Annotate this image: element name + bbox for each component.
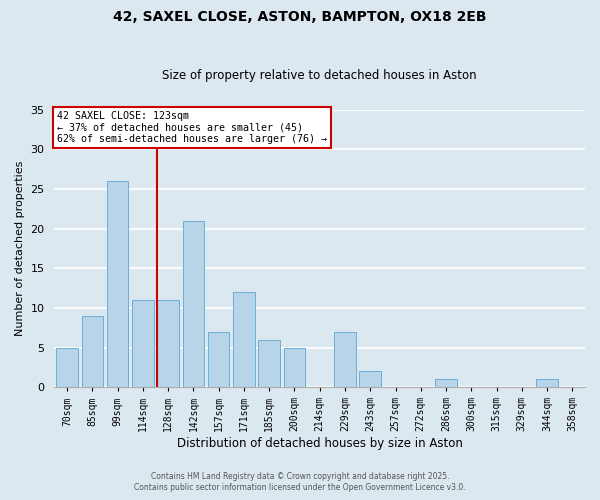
Bar [82, 316, 103, 387]
Bar [284, 348, 305, 387]
Bar [359, 372, 381, 387]
Bar [56, 348, 78, 387]
Bar [132, 300, 154, 387]
Bar [334, 332, 356, 387]
Bar [157, 300, 179, 387]
X-axis label: Distribution of detached houses by size in Aston: Distribution of detached houses by size … [177, 437, 463, 450]
Bar [182, 220, 204, 387]
Y-axis label: Number of detached properties: Number of detached properties [15, 160, 25, 336]
Text: Contains HM Land Registry data © Crown copyright and database right 2025.
Contai: Contains HM Land Registry data © Crown c… [134, 472, 466, 492]
Bar [259, 340, 280, 387]
Bar [107, 181, 128, 387]
Bar [536, 379, 558, 387]
Bar [435, 379, 457, 387]
Text: 42 SAXEL CLOSE: 123sqm
← 37% of detached houses are smaller (45)
62% of semi-det: 42 SAXEL CLOSE: 123sqm ← 37% of detached… [57, 111, 327, 144]
Title: Size of property relative to detached houses in Aston: Size of property relative to detached ho… [163, 69, 477, 82]
Text: 42, SAXEL CLOSE, ASTON, BAMPTON, OX18 2EB: 42, SAXEL CLOSE, ASTON, BAMPTON, OX18 2E… [113, 10, 487, 24]
Bar [208, 332, 229, 387]
Bar [233, 292, 254, 387]
